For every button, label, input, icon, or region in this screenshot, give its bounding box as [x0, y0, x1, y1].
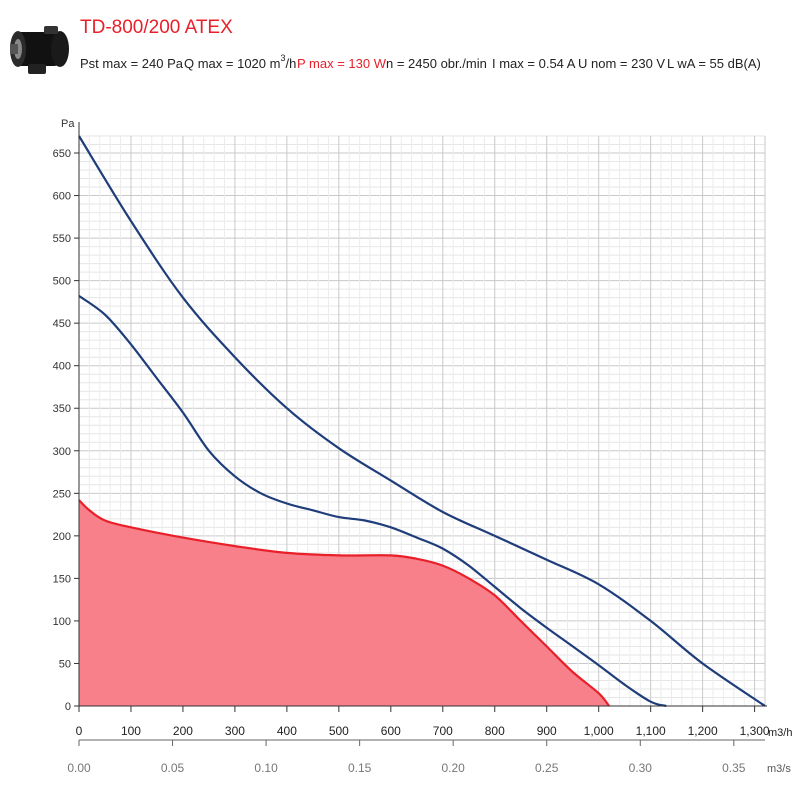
y-tick-label: 0 — [65, 701, 71, 713]
x-tick-label: 800 — [485, 724, 505, 738]
y-tick-label: 100 — [53, 616, 71, 628]
series-0-line — [78, 135, 766, 707]
series-2-line — [78, 499, 610, 707]
y-tick-label: 250 — [53, 488, 71, 500]
y-axis-label: Pa — [61, 118, 75, 130]
y-tick-label: 600 — [53, 191, 71, 203]
header: TD-800/200 ATEX Pst max = 240 Pa Q max =… — [0, 0, 800, 100]
x2-tick-label: 0.20 — [442, 761, 466, 775]
spec-qmax: Q max = 1020 m3/h — [184, 53, 297, 71]
series-1-line — [78, 295, 667, 708]
y-tick-label: 400 — [53, 361, 71, 373]
series-2-area — [79, 500, 610, 706]
y-tick-label: 300 — [53, 446, 71, 458]
x-tick-label: 1,000 — [584, 724, 614, 738]
product-title: TD-800/200 ATEX — [80, 17, 233, 38]
x2-tick-label: 0.00 — [67, 761, 91, 775]
y-tick-label: 50 — [59, 658, 71, 670]
x-tick-label: 200 — [173, 724, 193, 738]
x-tick-label: 400 — [277, 724, 297, 738]
x-tick-label: 1,300 — [740, 724, 770, 738]
x2-tick-label: 0.05 — [161, 761, 185, 775]
x2-tick-label: 0.30 — [629, 761, 653, 775]
spec-unom: U nom = 230 V — [578, 56, 666, 71]
y-tick-label: 200 — [53, 531, 71, 543]
spec-imax: I max = 0.54 A — [492, 56, 576, 71]
spec-lwa: L wA = 55 dB(A) — [667, 56, 761, 71]
x2-tick-label: 0.35 — [722, 761, 746, 775]
x-tick-label: 600 — [381, 724, 401, 738]
x2-tick-label: 0.15 — [348, 761, 372, 775]
y-tick-label: 550 — [53, 233, 71, 245]
spec-pmax: P max = 130 W — [297, 56, 386, 71]
x2-tick-label: 0.10 — [254, 761, 278, 775]
x-tick-label: 1,200 — [688, 724, 718, 738]
x-tick-label: 100 — [121, 724, 141, 738]
x-tick-label: 1,100 — [636, 724, 666, 738]
x2-tick-label: 0.25 — [535, 761, 559, 775]
x-axis-label: m3/h — [768, 727, 792, 739]
x-tick-label: 900 — [537, 724, 557, 738]
x-tick-label: 500 — [329, 724, 349, 738]
spec-pst: Pst max = 240 Pa — [80, 56, 183, 71]
y-tick-label: 150 — [53, 573, 71, 585]
duct-fan-icon — [10, 26, 69, 74]
x-tick-label: 700 — [433, 724, 453, 738]
x2-axis-label: m3/s — [767, 763, 791, 775]
y-tick-label: 650 — [53, 148, 71, 160]
spec-speed: n = 2450 obr./min — [386, 56, 487, 71]
x-tick-label: 300 — [225, 724, 245, 738]
x-tick-label: 0 — [76, 724, 83, 738]
y-tick-label: 350 — [53, 403, 71, 415]
fan-curve-chart: Pa 0 50 100 150 200 250 300 350 400 450 500 550 600 65… — [53, 118, 793, 775]
y-tick-label: 500 — [53, 276, 71, 288]
y-tick-label: 450 — [53, 318, 71, 330]
